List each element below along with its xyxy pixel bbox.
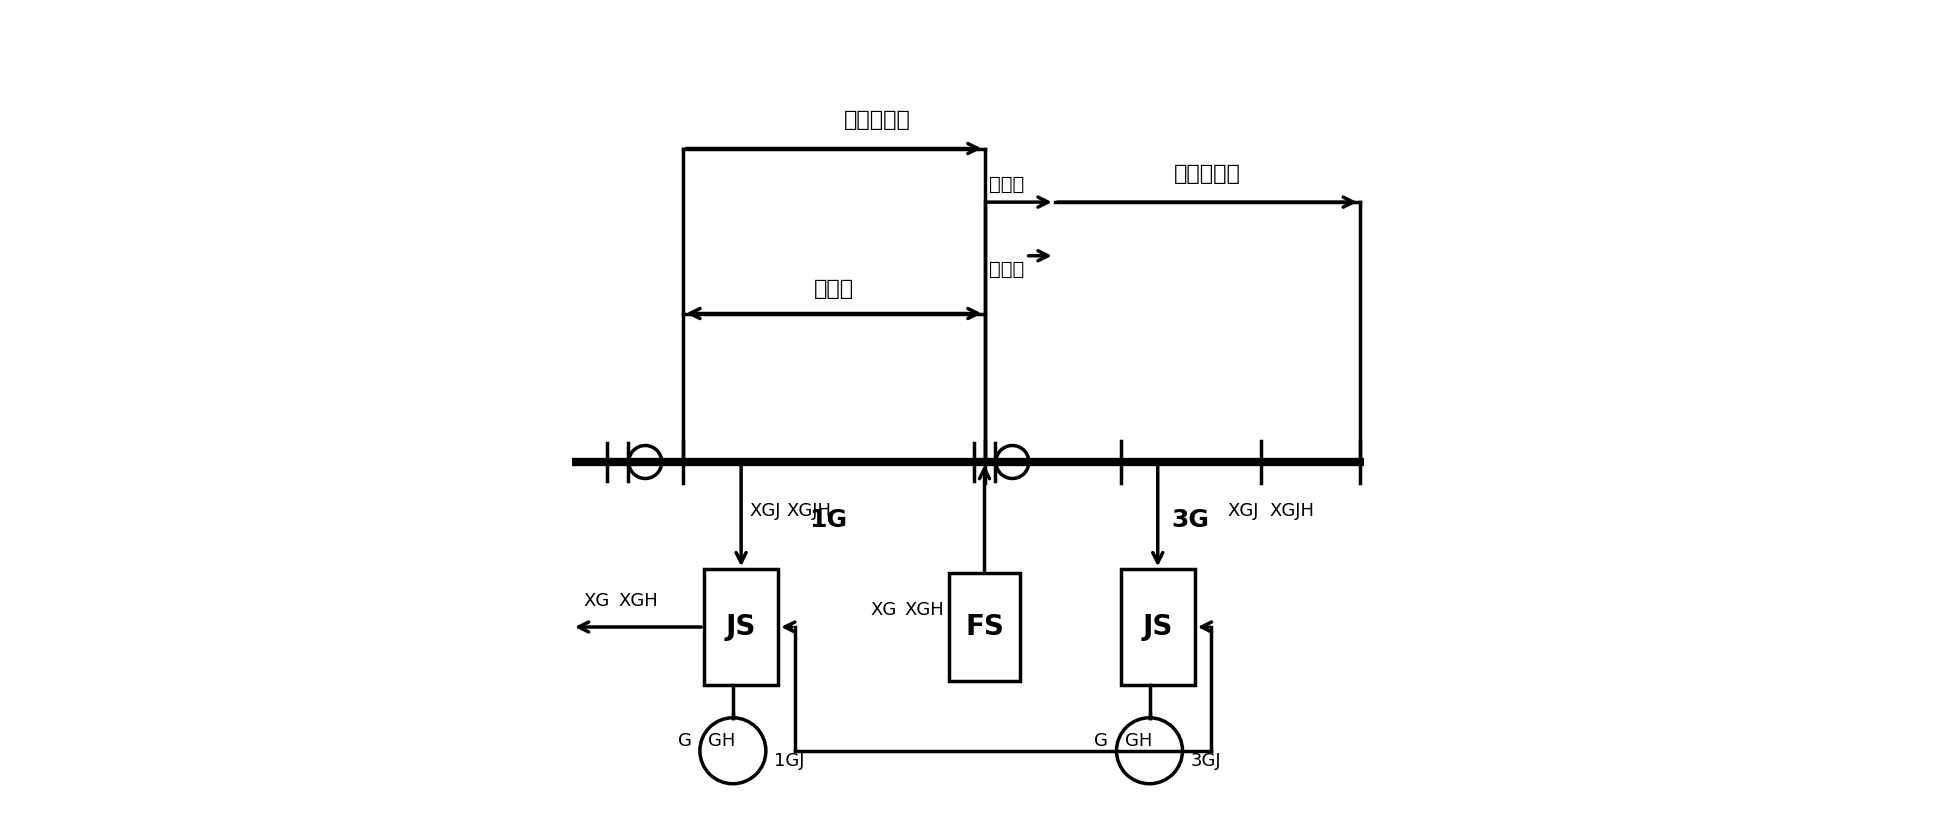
Text: 本轨道电路: 本轨道电路 xyxy=(844,111,910,130)
Text: XGH: XGH xyxy=(904,601,945,619)
Text: XGJH: XGJH xyxy=(1270,502,1315,521)
FancyBboxPatch shape xyxy=(1121,569,1195,685)
Text: 小轨道: 小轨道 xyxy=(989,260,1024,279)
Text: XGJ: XGJ xyxy=(749,502,780,521)
Text: XG: XG xyxy=(583,592,610,610)
Text: JS: JS xyxy=(726,613,757,641)
FancyBboxPatch shape xyxy=(705,569,778,685)
Text: G: G xyxy=(678,732,691,750)
Text: JS: JS xyxy=(1142,613,1173,641)
Text: 1G: 1G xyxy=(809,507,846,532)
Text: 主轨道: 主轨道 xyxy=(813,279,854,299)
Text: XGJH: XGJH xyxy=(786,502,831,521)
Text: XGH: XGH xyxy=(618,592,658,610)
Text: 邻轨道电路: 邻轨道电路 xyxy=(1173,164,1241,184)
Text: XGJ: XGJ xyxy=(1227,502,1260,521)
Text: 3G: 3G xyxy=(1171,507,1210,532)
Text: GH: GH xyxy=(709,732,736,750)
Text: 调谐区: 调谐区 xyxy=(989,175,1024,194)
Text: FS: FS xyxy=(964,613,1005,641)
Text: 1GJ: 1GJ xyxy=(774,752,805,770)
Text: G: G xyxy=(1094,732,1107,750)
Text: 3GJ: 3GJ xyxy=(1191,752,1222,770)
Text: GH: GH xyxy=(1125,732,1152,750)
FancyBboxPatch shape xyxy=(949,573,1020,681)
Text: XG: XG xyxy=(871,601,896,619)
